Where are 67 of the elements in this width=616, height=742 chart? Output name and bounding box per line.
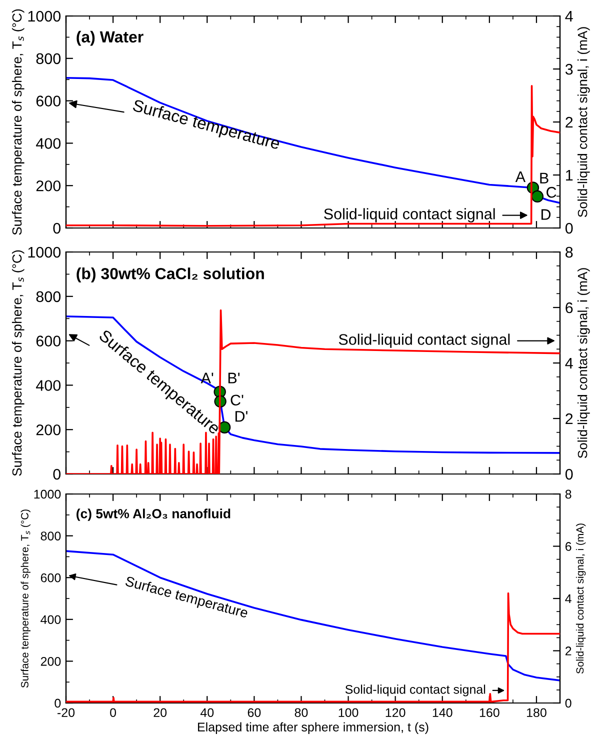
y2-tick-label: 6 [565,542,572,551]
line-series [66,550,560,682]
y-tick-label: 0 [54,698,61,708]
annotation: C' [230,394,244,406]
x-axis-title: Elapsed time after sphere immersion, t (s) [198,722,428,734]
y2-axis-title: Solid-liquid contact signal, i (mA) [578,27,590,218]
y2-tick-label: 2 [566,413,573,424]
y-tick-label: 800 [36,291,61,302]
y-tick-label: 0 [53,222,61,234]
y2-tick-label: 4 [565,358,573,369]
y2-tick-label: 2 [565,646,572,656]
annotation: Solid-liquid contact signal [345,684,486,696]
annotation: D' [235,411,248,422]
x-tick-label: 40 [200,708,214,718]
x-tick-label: 80 [294,708,308,718]
annotation: B' [228,372,240,384]
y-tick-label: 800 [36,53,61,64]
x-tick-label: 180 [527,708,546,718]
y2-tick-label: 0 [565,468,573,480]
x-tick-label: 120 [386,708,406,718]
y-tick-label: 200 [36,424,61,436]
x-tick-label: 100 [338,708,358,718]
y2-tick-label: 0 [565,698,572,708]
y-tick-label: 1000 [28,246,61,258]
y2-tick-label: 0 [565,222,573,234]
annotation: Solid-liquid contact signal [324,208,495,222]
annotation: D [541,209,551,220]
y2-tick-label: 4 [565,594,572,604]
y2-tick-label: 1 [566,170,573,181]
x-tick-label: 0 [110,708,116,718]
y2-tick-label: 3 [565,64,573,75]
y-tick-label: 600 [36,336,61,346]
y-tick-label: 400 [36,138,61,149]
text: (a) Water [76,30,144,46]
annotation: B [540,172,548,184]
y-tick-label: 600 [36,96,61,106]
y-tick-label: 0 [53,468,61,480]
y-tick-label: 400 [36,380,61,391]
annotation: A [515,171,526,182]
x-tick-label: 160 [480,708,500,718]
y2-tick-label: 2 [566,116,573,128]
line-series [66,315,560,454]
x-tick-label: 20 [154,708,167,718]
text: (c) 5wt% Al₂O₃ nanofluid [76,508,230,521]
y-tick-label: 200 [40,657,61,666]
y-axis-title: Surface temperature of sphere, T$_{s}$ (°C) [20,510,30,688]
line-series [66,77,560,204]
y-axis-title: Surface temperature of sphere, T$_{s}$ (°C) [12,250,24,476]
y-axis-title: Surface temperature of sphere, T$_{s}$ (°C) [12,9,24,235]
y-tick-label: 400 [40,615,61,624]
y-tick-label: 1000 [28,10,61,22]
x-tick-label: 140 [432,708,452,718]
text: (b) 30wt% CaCl₂ solution [76,268,264,282]
x-tick-label: 60 [248,708,261,718]
y-tick-label: 200 [36,180,61,192]
y2-axis-title: Solid-liquid contact signal, i (mA) [578,268,590,458]
y2-tick-label: 6 [566,302,573,314]
y2-tick-label: 4 [565,11,573,22]
annotation: Solid-liquid contact signal [338,334,510,348]
y2-tick-label: 8 [565,490,572,499]
y2-axis-title: Solid-liquid contact signal, i (mA) [576,524,586,674]
y-tick-label: 600 [40,573,61,582]
annotation: C [546,186,556,198]
x-tick-label: -20 [58,708,75,718]
y-tick-label: 1000 [34,490,61,499]
y2-tick-label: 8 [566,246,573,258]
y-tick-label: 800 [40,532,61,540]
